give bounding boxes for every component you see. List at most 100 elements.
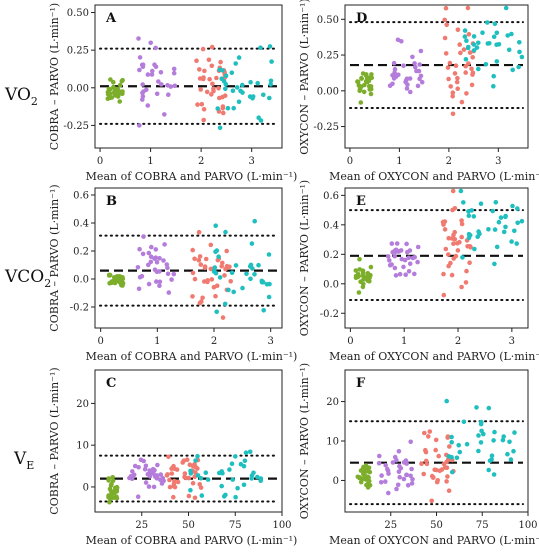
data-point xyxy=(199,493,205,498)
data-point xyxy=(409,481,415,486)
y-tick-label: 0.2 xyxy=(73,247,89,258)
data-point xyxy=(413,64,418,70)
data-point xyxy=(361,277,366,282)
data-point xyxy=(454,455,460,461)
data-point xyxy=(490,208,496,214)
data-point xyxy=(242,458,248,464)
data-point xyxy=(120,89,125,94)
data-point xyxy=(198,475,204,481)
data-point xyxy=(506,47,512,53)
data-point xyxy=(166,290,172,295)
data-point xyxy=(148,40,153,46)
data-point xyxy=(137,123,142,128)
data-point xyxy=(465,244,470,249)
data-point xyxy=(167,477,172,483)
data-point xyxy=(171,463,176,469)
data-point xyxy=(259,279,265,285)
data-point xyxy=(168,84,173,89)
x-tick-label: 2 xyxy=(446,156,452,167)
data-point xyxy=(407,261,413,267)
data-point xyxy=(476,66,481,72)
data-point xyxy=(377,453,382,459)
data-point xyxy=(466,61,471,66)
data-point xyxy=(383,463,389,468)
data-point xyxy=(494,42,499,47)
y-tick-label: 0 xyxy=(83,482,89,493)
y-tick-label: 0.25 xyxy=(317,51,339,62)
data-point xyxy=(458,50,463,56)
data-point xyxy=(359,476,364,481)
data-point xyxy=(389,262,394,267)
data-point xyxy=(416,68,422,74)
data-point xyxy=(112,275,117,280)
data-point xyxy=(238,88,243,94)
data-point xyxy=(475,234,481,239)
data-point xyxy=(217,275,223,280)
data-point xyxy=(205,477,211,482)
data-point xyxy=(455,241,460,246)
x-axis-label: Mean of OXYCON and PARVO (L·min⁻¹) xyxy=(329,350,539,363)
data-point xyxy=(197,482,202,487)
data-point xyxy=(153,247,159,252)
x-axis-label: Mean of COBRA and PARVO (L·min⁻¹) xyxy=(86,170,298,183)
data-point xyxy=(442,17,448,23)
data-point xyxy=(107,486,113,492)
data-point xyxy=(258,478,264,484)
data-point xyxy=(449,434,454,440)
y-tick-label: 0.00 xyxy=(67,83,89,94)
x-tick-label: 50 xyxy=(430,520,443,531)
data-point xyxy=(158,70,164,75)
data-point xyxy=(478,440,484,445)
data-point xyxy=(233,61,238,66)
data-point xyxy=(463,57,469,62)
data-point xyxy=(200,46,206,52)
data-point xyxy=(197,254,203,259)
data-point xyxy=(455,86,461,91)
data-point xyxy=(406,269,412,274)
data-point xyxy=(105,96,111,101)
data-point xyxy=(195,473,201,478)
data-point xyxy=(471,34,477,39)
data-point xyxy=(476,448,481,454)
data-point xyxy=(462,28,468,33)
data-point xyxy=(441,271,446,277)
data-point xyxy=(108,77,113,82)
data-point xyxy=(496,219,502,225)
data-point xyxy=(106,273,112,278)
data-point xyxy=(171,494,176,500)
data-point xyxy=(359,76,365,81)
data-point xyxy=(492,429,497,435)
x-axis-label: Mean of OXYCON and PARVO (L·min⁻¹) xyxy=(329,534,539,547)
data-point xyxy=(220,260,225,266)
data-point xyxy=(391,60,397,66)
data-point xyxy=(136,286,142,292)
data-point xyxy=(193,464,198,470)
data-point xyxy=(446,488,452,494)
data-point xyxy=(445,474,450,479)
data-point xyxy=(516,64,521,70)
data-point xyxy=(406,255,412,261)
data-point xyxy=(402,257,408,263)
data-point xyxy=(141,234,146,239)
data-point xyxy=(449,454,454,460)
data-point xyxy=(489,457,494,462)
data-point xyxy=(228,279,233,284)
data-point xyxy=(209,92,214,97)
data-point xyxy=(491,34,497,40)
data-point xyxy=(210,81,215,87)
data-point xyxy=(444,398,450,404)
data-point xyxy=(498,215,504,220)
data-point xyxy=(450,188,456,194)
data-point xyxy=(471,48,477,53)
data-point xyxy=(358,479,364,485)
x-axis-label: Mean of COBRA and PARVO (L·min⁻¹) xyxy=(86,350,298,363)
data-point xyxy=(503,5,509,11)
data-point xyxy=(202,68,207,74)
data-point xyxy=(505,33,511,38)
data-point xyxy=(112,93,118,98)
data-point xyxy=(171,66,177,72)
data-point xyxy=(136,465,141,470)
data-point xyxy=(211,86,216,91)
data-point xyxy=(169,277,174,282)
data-point xyxy=(412,271,417,277)
